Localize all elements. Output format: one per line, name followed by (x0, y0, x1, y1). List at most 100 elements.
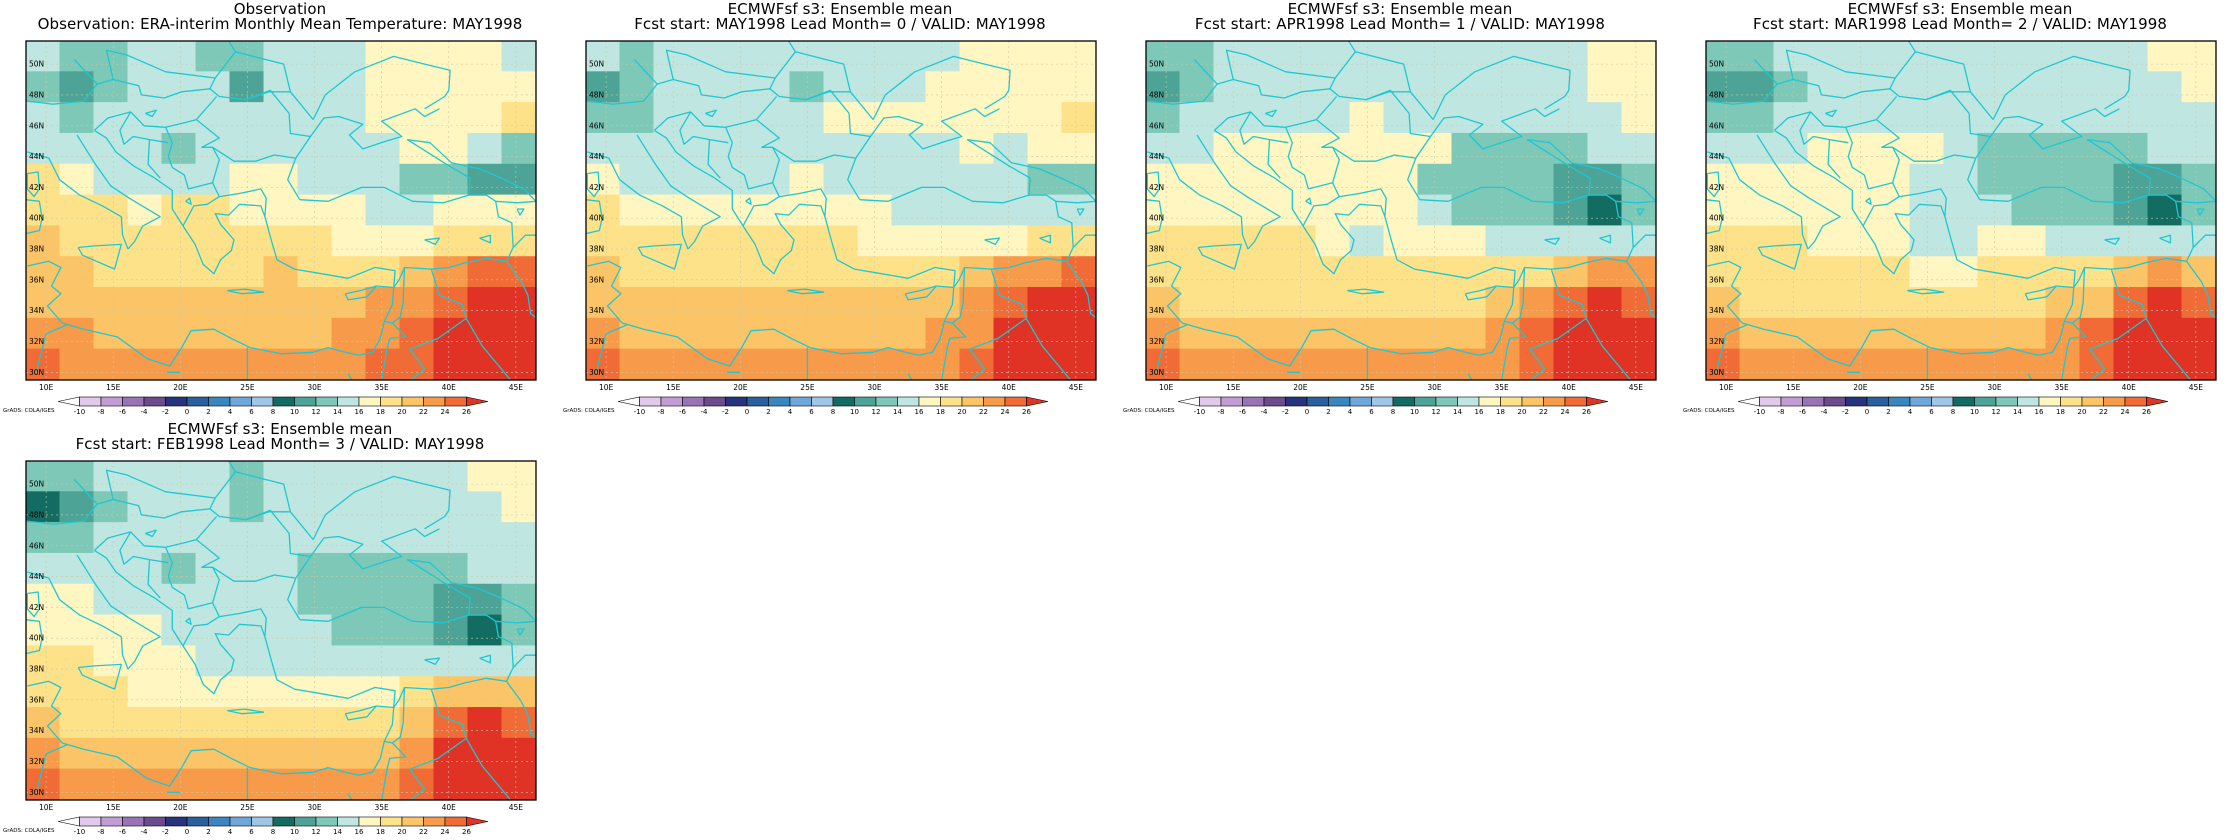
field-cell (2079, 194, 2115, 227)
lat-label: 44N (1709, 152, 1724, 161)
field-cell (127, 287, 163, 319)
colorbar-label: 10 (290, 828, 299, 836)
colorbar-box (897, 396, 920, 407)
colorbar-label: -2 (1282, 408, 1289, 416)
field-cell (331, 737, 367, 770)
colorbar-box (2124, 396, 2147, 407)
coastline-path (1285, 127, 1340, 227)
field-cell (331, 41, 367, 73)
field-cell (2181, 41, 2216, 73)
field-cell (2011, 194, 2047, 227)
field-cell (1807, 256, 1843, 289)
field-cell (993, 194, 1029, 227)
field-cell (161, 645, 197, 678)
field-cell (1773, 317, 1809, 350)
lat-label: 44N (1149, 152, 1164, 161)
field-cell (1621, 71, 1656, 104)
field-cell (501, 583, 536, 616)
field-cell (161, 225, 197, 258)
field-cell (127, 256, 163, 289)
field-cell (1519, 41, 1555, 73)
coastline-path (465, 318, 512, 380)
field-cell (619, 225, 655, 258)
field-cell (161, 41, 197, 73)
field-cell (1281, 225, 1317, 258)
field-cell (857, 287, 893, 319)
field-cell (1027, 287, 1063, 319)
colorbar-box (208, 816, 231, 827)
coastline-path (312, 55, 451, 120)
coastline-path (26, 171, 41, 198)
colorbar-box (1737, 396, 1760, 407)
coastline-path (407, 138, 536, 202)
field-cell (789, 163, 825, 196)
field-cell (993, 225, 1029, 258)
colorbar-box (1457, 396, 1480, 407)
colorbar-box (1995, 396, 2018, 407)
field-cell (59, 102, 95, 134)
field-cell (1383, 194, 1419, 227)
colorbar-box (1285, 396, 1308, 407)
coastline-path (2056, 285, 2074, 289)
field-cell (1146, 41, 1181, 73)
coastline-path (424, 657, 441, 666)
grads-credit: GrADS: COLA/IGES (1123, 408, 1175, 414)
colorbar-box (165, 816, 188, 827)
field-cell (1213, 287, 1249, 319)
colorbar-label: 10 (850, 408, 859, 416)
colorbar-label: 6 (809, 408, 814, 416)
field-cell (297, 225, 333, 258)
coastline-path (1599, 234, 1612, 244)
lat-label: 34N (29, 306, 44, 315)
field-cell (399, 163, 435, 196)
colorbar-label: 18 (2056, 408, 2065, 416)
field-cell (1213, 71, 1249, 104)
field-cell (721, 256, 757, 289)
field-cell (127, 317, 163, 350)
field-cell (161, 737, 197, 770)
coastline-path (637, 243, 682, 270)
coastline-path (2072, 267, 2086, 324)
coastline-path (2089, 268, 2147, 380)
grads-credit: GrADS: COLA/IGES (3, 828, 55, 834)
colorbar-label: 18 (936, 408, 945, 416)
coastline-path (1773, 96, 1898, 131)
field-cell (59, 491, 95, 524)
field-cell (263, 287, 299, 319)
field-cell (127, 645, 163, 678)
field-cell (229, 102, 265, 134)
colorbar-label: 24 (2121, 408, 2130, 416)
coastline-path (1544, 237, 1561, 246)
field-cell (1027, 41, 1063, 73)
coastline-path (479, 234, 492, 244)
coastline-path (1384, 216, 1516, 288)
lon-label: 30E (867, 383, 882, 392)
colorbar-box (401, 396, 424, 407)
colorbar-box (337, 816, 360, 827)
field-cell (653, 132, 689, 165)
field-cell (26, 676, 61, 709)
field-cell (1621, 348, 1656, 380)
lon-label: 30E (307, 803, 322, 812)
field-cell (331, 225, 367, 258)
lon-label: 25E (240, 383, 255, 392)
coastline-path (1146, 199, 1163, 235)
coastline-path (1146, 171, 1161, 198)
colorbar-box (358, 396, 381, 407)
field-cell (1773, 287, 1809, 319)
colorbar-box (1500, 396, 1523, 407)
field-cell (467, 707, 503, 739)
field-cell (1706, 132, 1741, 165)
field-cell (2147, 317, 2183, 350)
colorbar-box (1349, 396, 1372, 407)
field-cell (433, 645, 469, 678)
field-cell (1553, 194, 1589, 227)
field-cell (59, 225, 95, 258)
field-cell (1061, 71, 1096, 104)
colorbar-label: 22 (1539, 408, 1548, 416)
field-cell (1977, 317, 2013, 350)
field-cell (127, 522, 163, 554)
field-cell (229, 552, 265, 585)
colorbar-label: 4 (788, 408, 793, 416)
field-cell (365, 614, 401, 647)
